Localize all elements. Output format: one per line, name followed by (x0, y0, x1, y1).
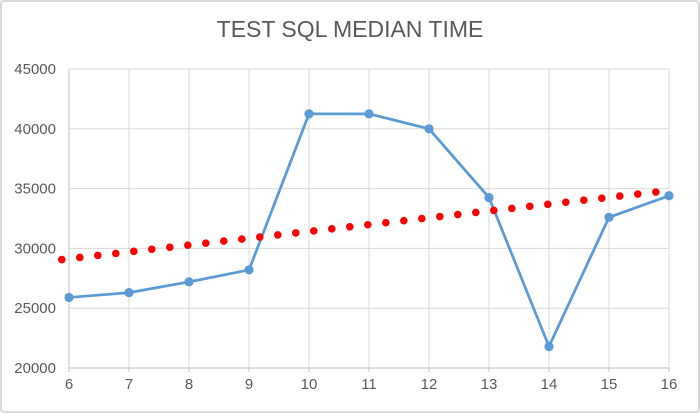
x-tick-label-8: 8 (185, 376, 193, 393)
x-tick-label-16: 16 (661, 376, 678, 393)
trendline-dot[interactable] (490, 206, 498, 215)
trendline-dot[interactable] (400, 216, 408, 225)
x-tick-label-10: 10 (301, 376, 318, 393)
data-point-7[interactable] (124, 288, 134, 298)
trendline-dot[interactable] (418, 214, 426, 223)
trendline-dot[interactable] (526, 202, 534, 211)
x-tick-label-6: 6 (65, 376, 73, 393)
trendline-dot[interactable] (562, 198, 570, 207)
data-point-14[interactable] (544, 341, 554, 352)
trendline-dot[interactable] (328, 225, 336, 233)
trendline-dot[interactable] (292, 229, 300, 237)
data-point-12[interactable] (424, 124, 434, 134)
data-point-13[interactable] (484, 192, 494, 203)
data-point-8[interactable] (184, 277, 194, 287)
trendline-dot[interactable] (274, 231, 282, 239)
trendline-dot[interactable] (130, 247, 138, 256)
x-tick-label-11: 11 (361, 376, 377, 393)
trendline-dot[interactable] (472, 208, 480, 217)
trendline-dot[interactable] (238, 235, 246, 243)
trendline-dot[interactable] (202, 239, 210, 247)
y-tick-label-30000: 30000 (14, 240, 56, 257)
x-tick-label-14: 14 (541, 376, 558, 393)
x-tick-label-12: 12 (421, 376, 438, 393)
y-tick-label-35000: 35000 (14, 181, 56, 198)
trendline-dot[interactable] (58, 255, 66, 264)
data-point-9[interactable] (244, 265, 254, 275)
data-point-16[interactable] (664, 191, 674, 201)
trendline-dot[interactable] (184, 241, 192, 250)
trendline-dot[interactable] (310, 227, 318, 235)
trendline-dot[interactable] (454, 210, 462, 219)
x-tick-label-7: 7 (125, 376, 133, 393)
chart-title[interactable]: TEST SQL MEDIAN TIME (216, 16, 484, 42)
trendline-dot[interactable] (580, 196, 588, 204)
trendline-dot[interactable] (166, 243, 174, 252)
trendline-dot[interactable] (544, 200, 552, 209)
y-tick-label-40000: 40000 (14, 121, 56, 138)
y-tick-label-25000: 25000 (14, 300, 56, 317)
trendline-dot[interactable] (148, 245, 156, 254)
data-point-6[interactable] (64, 292, 74, 303)
trendline-dot[interactable] (112, 249, 120, 258)
trendline-dot[interactable] (255, 233, 264, 241)
y-tick-label-45000: 45000 (14, 61, 56, 78)
trendline-dot[interactable] (634, 190, 642, 198)
x-tick-label-13: 13 (481, 376, 498, 393)
x-tick-label-9: 9 (245, 376, 253, 393)
trendline-dot[interactable] (382, 218, 390, 227)
y-tick-label-20000: 20000 (14, 360, 56, 377)
x-tick-label-15: 15 (601, 376, 618, 393)
trendline-dot[interactable] (364, 220, 372, 229)
data-point-10[interactable] (304, 109, 314, 119)
trendline-dot[interactable] (76, 253, 84, 262)
trendline-dot[interactable] (616, 192, 624, 200)
trendline-dot[interactable] (94, 251, 102, 260)
trendline-dot[interactable] (346, 222, 354, 231)
trendline-dot[interactable] (598, 194, 606, 202)
trendline-dot[interactable] (436, 212, 444, 221)
trendline-dot[interactable] (652, 188, 660, 196)
trendline-dot[interactable] (220, 237, 228, 245)
data-point-11[interactable] (364, 109, 374, 119)
trendline-dot[interactable] (508, 204, 516, 213)
data-point-15[interactable] (604, 212, 614, 222)
